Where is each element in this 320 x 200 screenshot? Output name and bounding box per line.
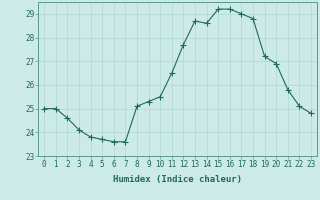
X-axis label: Humidex (Indice chaleur): Humidex (Indice chaleur) xyxy=(113,175,242,184)
